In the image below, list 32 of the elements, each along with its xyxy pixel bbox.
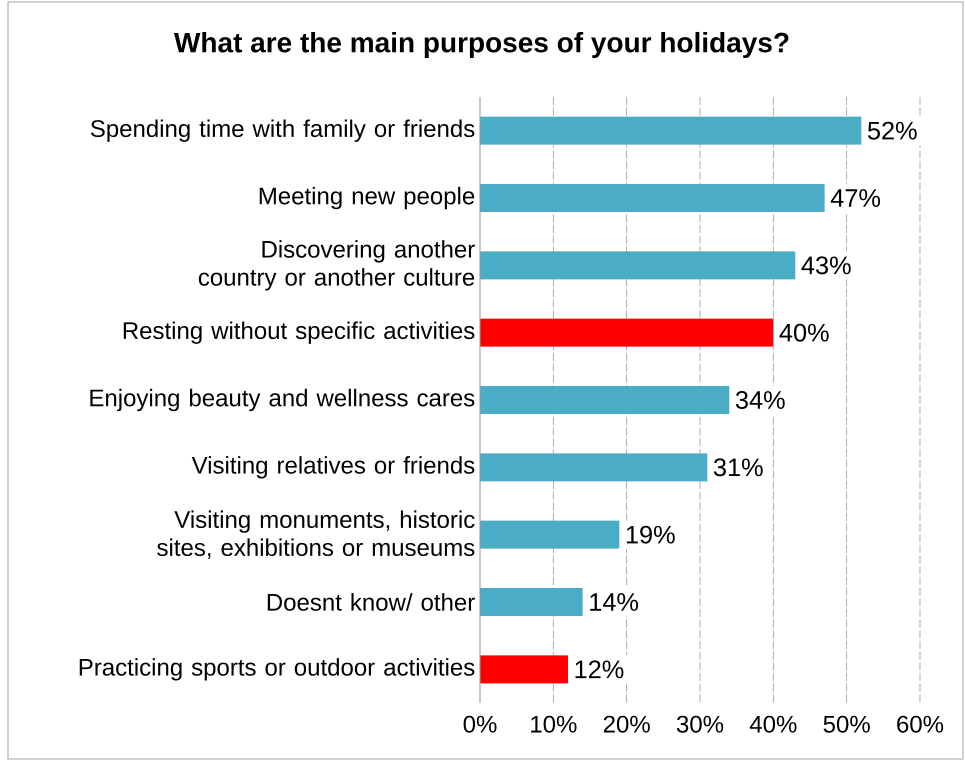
y-tick-label: Visiting monuments, historic sites, exhibitions or museums bbox=[157, 510, 475, 559]
data-label: 40% bbox=[780, 324, 829, 342]
data-label: 19% bbox=[626, 526, 675, 544]
bar bbox=[480, 386, 730, 414]
bar bbox=[480, 520, 620, 549]
y-tick-label: Visiting relatives or friends bbox=[192, 456, 474, 479]
data-label: 34% bbox=[736, 391, 785, 409]
bar bbox=[480, 655, 568, 684]
y-tick-label: Spending time with family or friends bbox=[90, 119, 474, 142]
x-tick-label: 10% bbox=[531, 716, 576, 733]
data-label: 52% bbox=[868, 122, 917, 140]
data-label: 31% bbox=[714, 458, 763, 476]
y-tick-label: Doesnt know/ other bbox=[268, 593, 475, 611]
y-tick-label: Enjoying beauty and wellness cares bbox=[90, 388, 474, 412]
y-tick-label: Practicing sports or outdoor activities bbox=[80, 658, 474, 681]
x-tick-label: 0% bbox=[464, 716, 496, 733]
data-label: 14% bbox=[590, 593, 638, 611]
bar bbox=[480, 251, 796, 280]
data-label: 43% bbox=[802, 256, 851, 274]
x-tick-label: 20% bbox=[604, 716, 650, 733]
y-tick-label: Resting without specific activities bbox=[124, 321, 474, 344]
bar bbox=[480, 318, 774, 347]
y-tick-label: Meeting new people bbox=[260, 186, 474, 210]
data-label: 12% bbox=[576, 660, 624, 678]
x-tick-label: 30% bbox=[676, 716, 724, 733]
x-tick-label: 40% bbox=[750, 716, 796, 733]
bar bbox=[480, 116, 862, 145]
x-tick-label: 50% bbox=[824, 716, 870, 733]
data-label: 47% bbox=[830, 189, 880, 207]
y-tick-label: Discovering another country or another culture bbox=[198, 240, 475, 291]
chart-title: What are the main purposes of your holidays? bbox=[174, 32, 788, 58]
x-tick-label: 60% bbox=[897, 716, 944, 733]
